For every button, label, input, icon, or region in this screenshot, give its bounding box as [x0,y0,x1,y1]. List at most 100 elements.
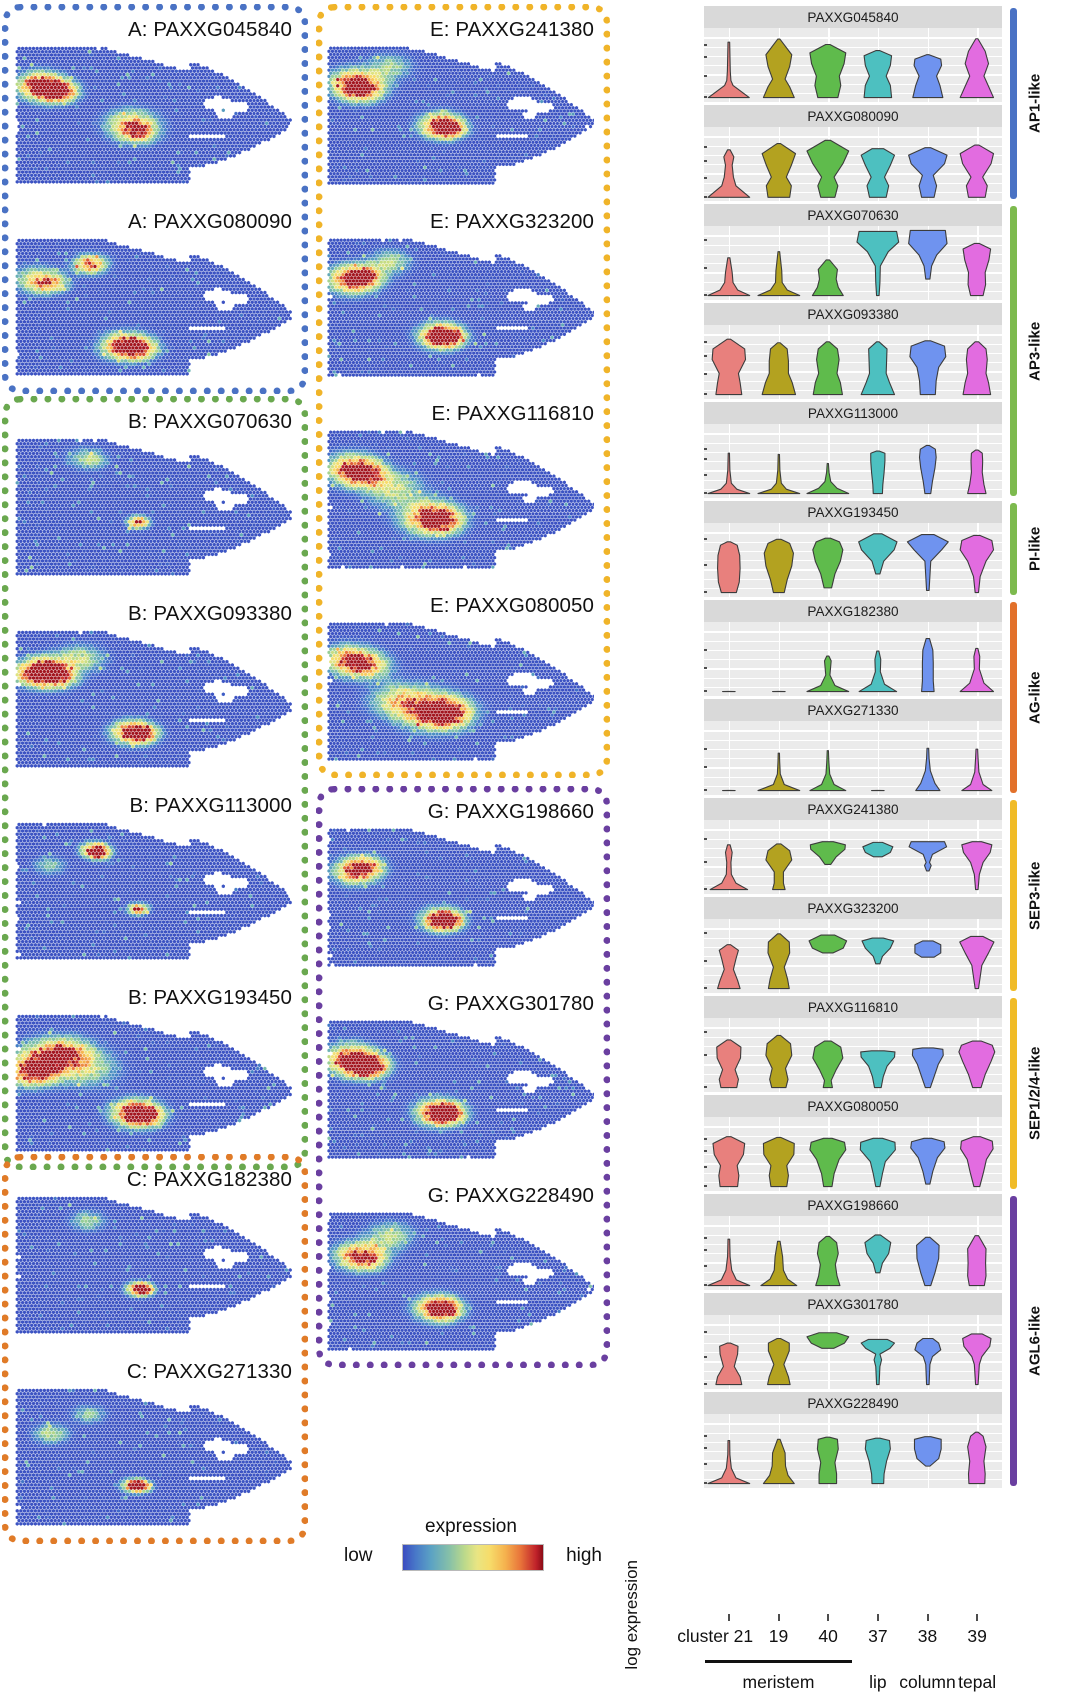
violin-panel: PAXXG07063010.01.00.1 [704,204,1002,300]
tissue-expression-map [10,624,292,779]
violin-shape [704,226,754,300]
gridline-horizontal [704,1064,1002,1066]
violin-shape [903,1117,953,1191]
x-tick-mark [926,1614,929,1621]
tissue-expression-map [10,40,292,195]
violin-shape [903,127,953,201]
violin-plot-area: 1.00.30.1 [704,622,1002,696]
violin-panel: PAXXG24138010.01.00.1 [704,798,1002,894]
violin-plot-area: 10.01.00.1 [704,820,1002,894]
violin-plot-area: 3.01.00.30.1 [704,325,1002,399]
violin-shape [903,721,953,795]
gridline-vertical [828,919,830,993]
spatial-panel-label: E: PAXXG080050 [430,594,594,617]
gridline-horizontal [704,83,1002,85]
violin-shape [754,721,804,795]
violin-shape [803,1117,853,1191]
violin-shape [903,820,953,894]
gridline-horizontal [704,1451,1002,1453]
tissue-expression-map [322,232,594,387]
gridline-horizontal [704,569,1002,571]
gridline-vertical [828,424,830,498]
violin-shape [903,1018,953,1092]
violin-shape [853,325,903,399]
violin-panel-title: PAXXG113000 [704,402,1002,424]
violin-panel-title: PAXXG193450 [704,501,1002,523]
violin-shape [704,622,754,696]
gridline-horizontal [704,334,1002,336]
violin-shape [754,424,804,498]
gridline-horizontal [704,389,1002,392]
gridline-horizontal [704,451,1002,454]
spatial-panel: B: PAXXG193450 [10,982,300,1160]
spatial-panel-label: B: PAXXG113000 [129,794,292,817]
spatial-panel-label: G: PAXXG198660 [427,800,594,823]
family-color-bar [1010,8,1017,199]
gridline-horizontal [704,838,1002,840]
gridline-horizontal [704,758,1002,760]
violin-plot-area: 10.01.00.1 [704,919,1002,993]
gridline-horizontal [704,362,1002,364]
violin-panel-title: PAXXG241380 [704,798,1002,820]
violin-shape [853,1414,903,1488]
violin-shape [903,424,953,498]
gridline-horizontal [704,739,1002,741]
tissue-expression-map [322,424,594,579]
violin-shape [754,325,804,399]
gridline-horizontal [704,352,1002,355]
gridline-horizontal [704,253,1002,256]
gridline-horizontal [704,1144,1002,1147]
gridline-horizontal [704,244,1002,246]
violin-shape [754,1216,804,1290]
gridline-horizontal [704,1225,1002,1227]
violin-shape [853,919,903,993]
violin-panel: PAXXG0933803.01.00.30.1 [704,303,1002,399]
violin-plot-area: 3.01.00.30.1 [704,28,1002,102]
spatial-panel-label: B: PAXXG070630 [128,410,292,433]
violin-shape [952,919,1002,993]
violin-shape [803,1018,853,1092]
gridline-horizontal [704,1253,1002,1255]
expression-legend: expression low high [336,1516,606,1588]
dashed-group-box-C [2,1154,308,1544]
spatial-panel: E: PAXXG323200 [322,206,602,384]
x-group-label: meristem [742,1672,815,1692]
legend-high-label: high [566,1545,602,1566]
violin-shape [952,1414,1002,1488]
gridline-horizontal [704,182,1002,184]
gridline-horizontal [704,92,1002,95]
violin-panel: PAXXG19345010.01.00.1 [704,501,1002,597]
violin-panel: PAXXG2713301.00.30.1 [704,699,1002,795]
violin-shape [754,523,804,597]
tissue-expression-map [322,40,594,195]
gridline-horizontal [704,263,1002,265]
gridline-horizontal [704,1036,1002,1038]
violin-shape [853,127,903,201]
spatial-panel-label: A: PAXXG080090 [128,210,292,233]
spatial-panel-label: C: PAXXG182380 [126,1168,292,1191]
gridline-horizontal [704,433,1002,435]
gridline-horizontal [704,587,1002,590]
gridline-horizontal [704,1324,1002,1326]
gridline-horizontal [704,1234,1002,1236]
gridline-horizontal [704,1055,1002,1057]
violin-shape [952,325,1002,399]
gridline-horizontal [704,659,1002,661]
spatial-panel: G: PAXXG228490 [322,1180,602,1358]
gridline-horizontal [704,1271,1002,1273]
violin-shape [704,127,754,201]
violin-shape [704,1018,754,1092]
gridline-horizontal [704,776,1002,778]
x-tick-mark [976,1614,979,1621]
violin-shape [754,1414,804,1488]
violin-panel: PAXXG1986603.01.00.30.1 [704,1194,1002,1290]
gridline-horizontal [704,145,1002,147]
spatial-panel: E: PAXXG241380 [322,14,602,192]
gridline-horizontal [704,1073,1002,1075]
gridline-horizontal [704,1172,1002,1174]
dashed-group-box-E [316,4,610,778]
violin-shape [754,127,804,201]
gridline-horizontal [704,1045,1002,1048]
tissue-expression-map [10,816,292,971]
violin-shape [803,523,853,597]
